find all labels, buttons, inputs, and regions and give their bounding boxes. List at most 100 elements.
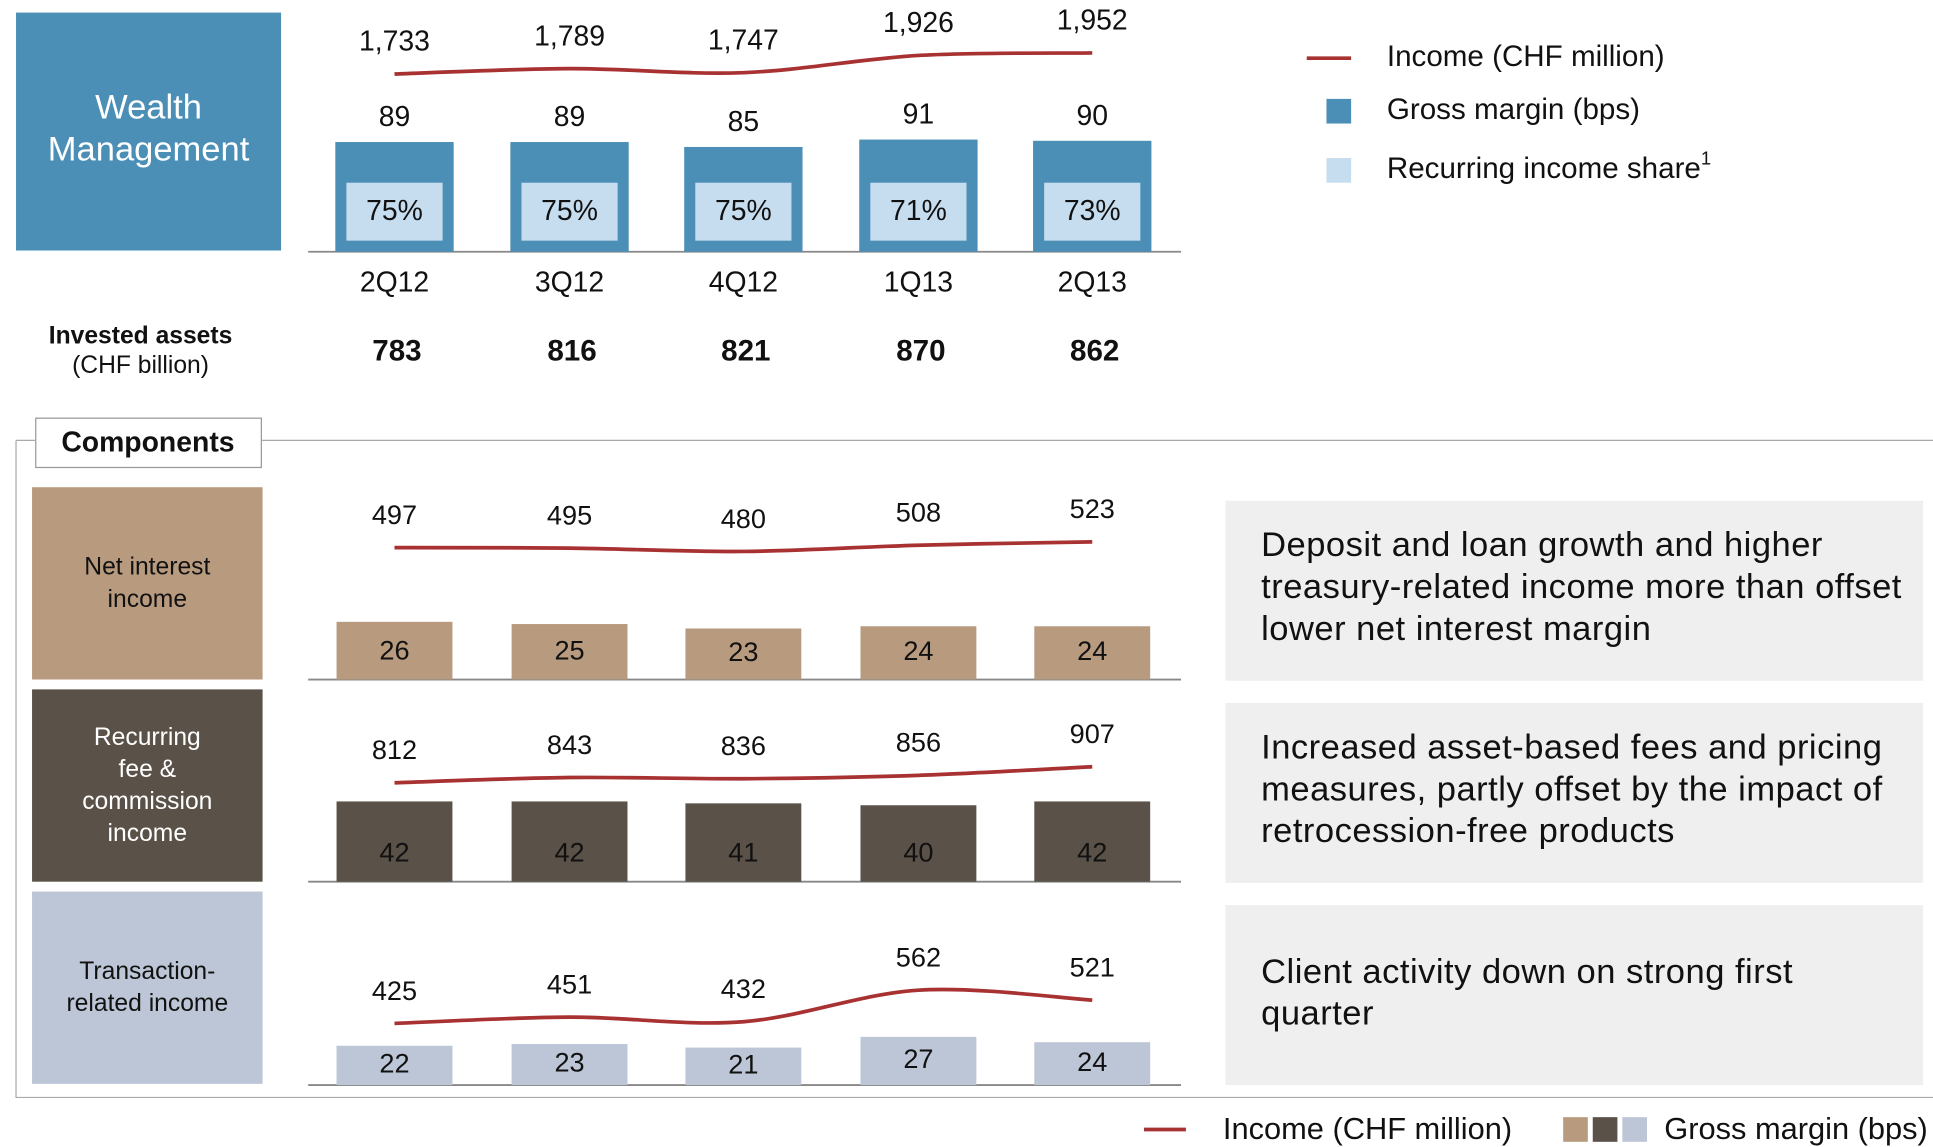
bar-label: 40 (903, 837, 933, 868)
comment: Client activity down on strong first qua… (1261, 951, 1794, 1033)
bar-label: 42 (1077, 837, 1107, 868)
bar-label: 24 (903, 635, 933, 666)
bar (336, 801, 453, 882)
bar (685, 628, 802, 680)
line-label: 451 (547, 968, 592, 999)
component-title-text: Transaction-related income (66, 958, 229, 1018)
line-label: 497 (372, 499, 417, 530)
legend-swatch (1622, 1117, 1647, 1142)
invested-value: 816 (547, 335, 596, 368)
bar (336, 621, 453, 680)
line-label: 1,747 (708, 24, 779, 56)
invested-value: 821 (721, 335, 770, 368)
bar-label: 24 (1077, 635, 1107, 666)
bar (860, 626, 977, 680)
income-line (394, 987, 1093, 1026)
share-label: 73% (1064, 195, 1121, 227)
bar-label: 85 (728, 106, 760, 138)
legend-note: 1 (1701, 147, 1711, 168)
bar-label: 23 (728, 636, 758, 667)
bar (1034, 1042, 1151, 1086)
comment-box (1225, 500, 1924, 681)
legend-swatch (1326, 98, 1352, 124)
bar-label: 21 (728, 1048, 758, 1079)
bar (1034, 626, 1151, 680)
comment-box (1225, 702, 1924, 883)
component-title: Net interest income (84, 553, 211, 613)
bar-label: 23 (554, 1047, 584, 1078)
comment-text: Client activity down on strong first qua… (1261, 951, 1794, 1033)
component-title-text: Recurring fee & commission income (82, 723, 213, 848)
bar (1034, 801, 1151, 882)
share-label: 75% (366, 195, 423, 227)
line-label: 1,789 (534, 20, 605, 52)
share-box (870, 182, 967, 241)
x-tick-label: 1Q13 (884, 266, 953, 298)
invested-unit: (CHF billion) (72, 352, 209, 379)
bar (860, 1036, 977, 1086)
share-box (346, 182, 443, 241)
bar-label: 89 (379, 101, 411, 133)
comment-box (1225, 905, 1924, 1086)
legend-label: Income (CHF million) (1223, 1111, 1512, 1146)
line-label: 1,926 (883, 7, 954, 39)
line-label: 856 (896, 727, 941, 758)
chart-title-text: Wealth Management (47, 87, 250, 168)
share-box (1044, 182, 1141, 241)
bar (511, 1043, 628, 1086)
bar (685, 803, 802, 882)
legend-label: Gross margin (bps) (1664, 1111, 1928, 1146)
bar-label: 41 (728, 837, 758, 868)
invested-label: Invested assets (49, 322, 233, 349)
comment-text: Deposit and loan growth and higher treas… (1261, 525, 1902, 648)
bar-label: 42 (379, 837, 409, 868)
line-label: 495 (547, 499, 592, 530)
component-box (32, 487, 263, 680)
comment: Increased asset-based fees and pricing m… (1261, 727, 1883, 850)
income-line (394, 51, 1093, 76)
chart-title: Wealth Management (47, 87, 250, 168)
bar-label: 24 (1077, 1046, 1107, 1077)
line-label: 425 (372, 975, 417, 1006)
legend-swatch (1592, 1117, 1618, 1142)
line-label: 907 (1070, 718, 1115, 749)
line-label: 521 (1070, 951, 1115, 982)
components-title: Components (61, 427, 234, 459)
bar (685, 1047, 802, 1086)
bar-label: 22 (379, 1048, 409, 1079)
legend-swatch (1563, 1117, 1588, 1142)
x-tick-label: 4Q12 (709, 266, 778, 298)
line-label: 836 (721, 730, 766, 761)
legend-label: Gross margin (bps) (1387, 93, 1640, 126)
component-title-text: Net interest income (84, 553, 211, 613)
components-frame (15, 439, 1933, 1099)
legend-swatch (1326, 158, 1352, 183)
component-title: Transaction-related income (66, 958, 229, 1018)
title-box (16, 12, 282, 251)
line-label: 432 (721, 973, 766, 1004)
comment: Deposit and loan growth and higher treas… (1261, 525, 1902, 648)
income-line (394, 764, 1093, 785)
bar (860, 805, 977, 882)
component-title: Recurring fee & commission income (82, 723, 213, 848)
invested-value: 870 (896, 335, 945, 368)
bar (336, 1045, 453, 1086)
bar (511, 801, 628, 882)
share-label: 71% (890, 195, 947, 227)
line-label: 1,733 (359, 26, 430, 58)
bar-label: 90 (1076, 100, 1108, 132)
line-label: 508 (896, 497, 941, 528)
legend-label: Recurring income share1 (1387, 147, 1711, 185)
comment-text: Increased asset-based fees and pricing m… (1261, 727, 1883, 850)
invested-value: 862 (1070, 335, 1119, 368)
line-label: 562 (896, 941, 941, 972)
income-line (394, 540, 1093, 554)
bar-label: 27 (903, 1043, 933, 1074)
bar-label: 42 (554, 837, 584, 868)
component-box (32, 689, 263, 882)
line-label: 812 (372, 734, 417, 765)
x-tick-label: 2Q12 (360, 266, 429, 298)
components-box (35, 417, 262, 469)
